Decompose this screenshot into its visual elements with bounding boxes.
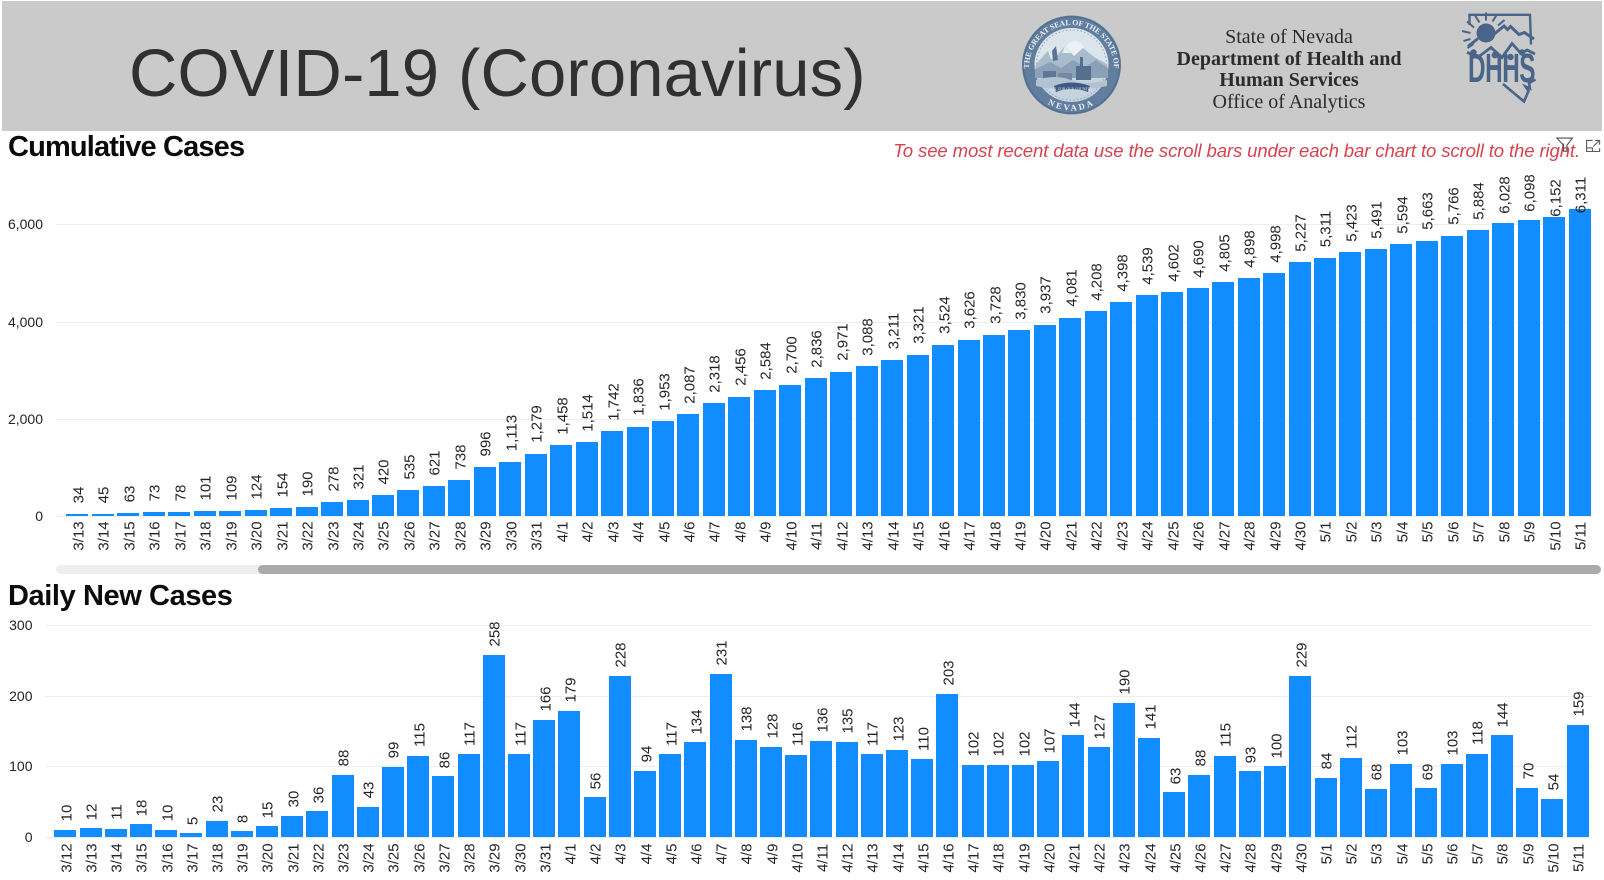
svg-text:ALL FOR OUR COUNTRY: ALL FOR OUR COUNTRY bbox=[1050, 87, 1093, 91]
